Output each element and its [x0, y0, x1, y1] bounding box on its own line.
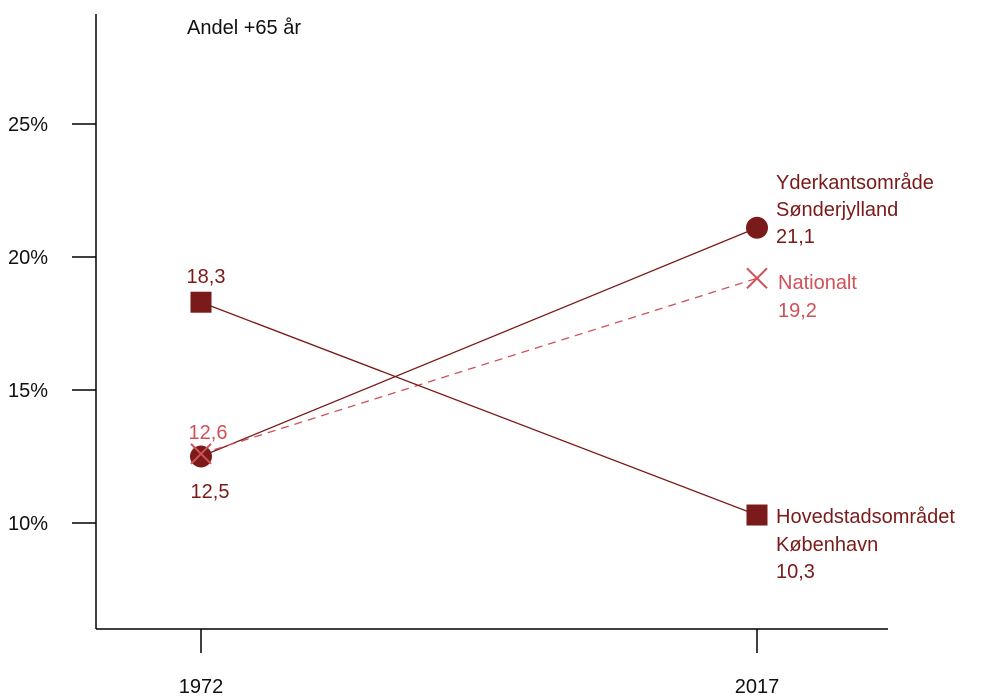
x-tick-label-2017: 2017 — [735, 676, 780, 698]
series-line-nationalt — [200, 277, 758, 455]
value-label-nationalt-1972: 12,6 — [189, 422, 228, 444]
marker-hovedstad-1972 — [190, 291, 212, 313]
value-label-yderkant-2017: 21,1 — [776, 226, 815, 248]
y-tick-label-10: 10% — [8, 513, 48, 535]
series-name-hovedstad-line-1: Hovedstadsområdet — [776, 506, 955, 528]
value-label-hovedstad-2017: 10,3 — [776, 561, 815, 583]
series-labels: 18,3 Hovedstadsområdet København 10,3 12,5 Yd… — [187, 172, 956, 583]
series-line-hovedstad — [200, 301, 758, 516]
value-label-hovedstad-1972: 18,3 — [187, 266, 226, 288]
marker-nationalt-2017 — [746, 267, 768, 289]
marker-hovedstad-2017 — [746, 504, 768, 526]
series-name-hovedstad-line-2: København — [776, 534, 878, 556]
x-axis-ticks: 1972 2017 — [179, 629, 780, 698]
marker-yderkant-1972 — [190, 445, 212, 468]
y-tick-label-15: 15% — [8, 380, 48, 402]
value-label-yderkant-1972: 12,5 — [191, 481, 230, 503]
y-tick-label-25: 25% — [8, 114, 48, 136]
marker-nationalt-2017-stroke-b — [746, 267, 768, 289]
marker-nationalt-1972 — [190, 443, 212, 465]
x-tick-label-1972: 1972 — [179, 676, 224, 698]
chart-title: Andel +65 år — [187, 17, 301, 39]
series-name-yderkant-line-1: Yderkantsområde — [776, 172, 934, 194]
marker-yderkant-2017 — [746, 216, 768, 239]
series-lines — [200, 227, 758, 516]
series-markers — [190, 216, 768, 526]
series-name-nationalt-line-1: Nationalt — [778, 272, 857, 294]
series-name-yderkant-line-2: Sønderjylland — [776, 199, 898, 221]
y-tick-label-20: 20% — [8, 247, 48, 269]
value-label-nationalt-2017: 19,2 — [778, 300, 817, 322]
marker-nationalt-1972-stroke-b — [190, 443, 212, 465]
series-line-yderkant — [200, 227, 758, 458]
y-axis-ticks: 10% 15% 20% 25% — [8, 114, 96, 535]
